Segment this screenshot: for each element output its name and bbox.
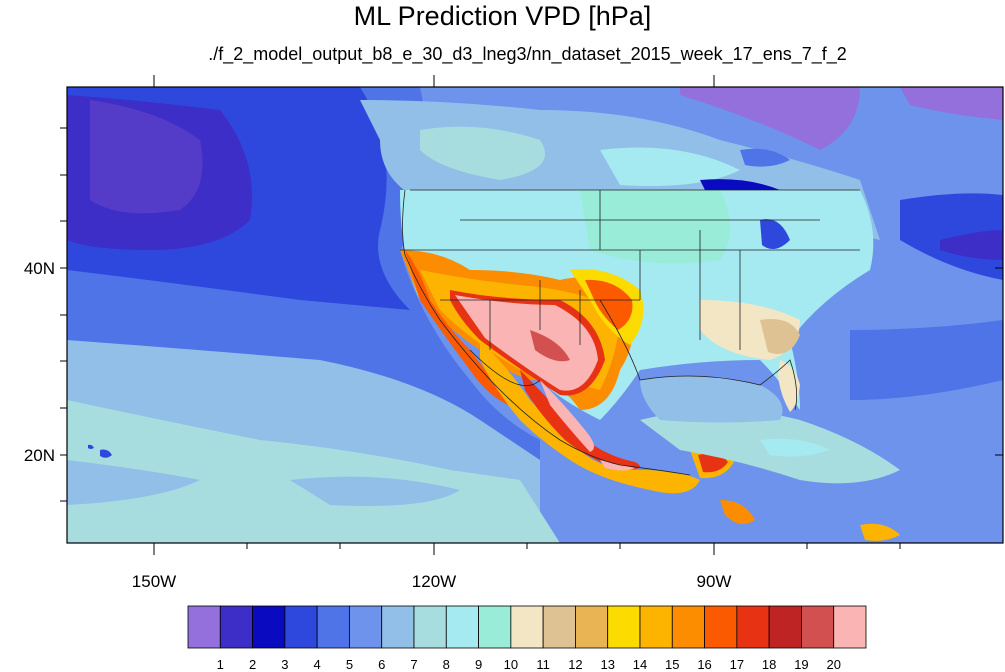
map-field — [67, 87, 1003, 543]
colorbar-box — [510, 605, 544, 649]
colorbar-boxes — [187, 605, 867, 649]
lat-label-20n: 20N — [24, 446, 55, 465]
colorbar-label: 1 — [217, 657, 224, 672]
colorbar-label: 8 — [443, 657, 450, 672]
colorbar-label: 16 — [697, 657, 711, 672]
colorbar-label: 9 — [475, 657, 482, 672]
colorbar-label: 5 — [346, 657, 353, 672]
colorbar-box — [187, 605, 221, 649]
colorbar-label: 10 — [504, 657, 518, 672]
colorbar-box — [284, 605, 318, 649]
colorbar-label: 3 — [281, 657, 288, 672]
colorbar-label: 2 — [249, 657, 256, 672]
colorbar-label: 11 — [536, 657, 550, 672]
colorbar-box — [413, 605, 447, 649]
colorbar-box — [349, 605, 383, 649]
colorbar-box — [316, 605, 350, 649]
colorbar-box — [736, 605, 770, 649]
colorbar-box — [381, 605, 415, 649]
coastlines — [400, 189, 860, 476]
colorbar-box — [768, 605, 802, 649]
colorbar-box — [542, 605, 576, 649]
colorbar-label: 6 — [378, 657, 385, 672]
colorbar-label: 14 — [633, 657, 647, 672]
lat-label-40n: 40N — [24, 259, 55, 278]
colorbar-label: 19 — [794, 657, 808, 672]
lon-label-90w: 90W — [697, 572, 732, 591]
colorbar-box — [833, 605, 867, 649]
colorbar-label: 13 — [600, 657, 614, 672]
colorbar-box — [639, 605, 673, 649]
plot-title: ML Prediction VPD [hPa] — [353, 1, 652, 31]
colorbar-box — [252, 605, 286, 649]
colorbar-label: 12 — [568, 657, 582, 672]
colorbar-box — [445, 605, 479, 649]
lon-label-150w: 150W — [132, 572, 176, 591]
colorbar-box — [801, 605, 835, 649]
colorbar-label: 18 — [762, 657, 776, 672]
colorbar-label: 17 — [730, 657, 744, 672]
colorbar-labels: 1 2 3 4 5 6 7 8 9 10 11 12 13 14 15 16 17 18 19 20 — [217, 657, 841, 672]
colorbar-box — [607, 605, 641, 649]
colorbar-label: 7 — [410, 657, 417, 672]
colorbar-box — [704, 605, 738, 649]
map-ticks — [60, 75, 1003, 555]
plot-subtitle: ./f_2_model_output_b8_e_30_d3_lneg3/nn_d… — [208, 44, 847, 64]
lon-label-120w: 120W — [412, 572, 456, 591]
colorbar-box — [575, 605, 609, 649]
colorbar-label: 4 — [314, 657, 321, 672]
colorbar-box — [671, 605, 705, 649]
colorbar-box — [478, 605, 512, 649]
colorbar-label: 20 — [826, 657, 840, 672]
colorbar-box — [219, 605, 253, 649]
colorbar-label: 15 — [665, 657, 679, 672]
